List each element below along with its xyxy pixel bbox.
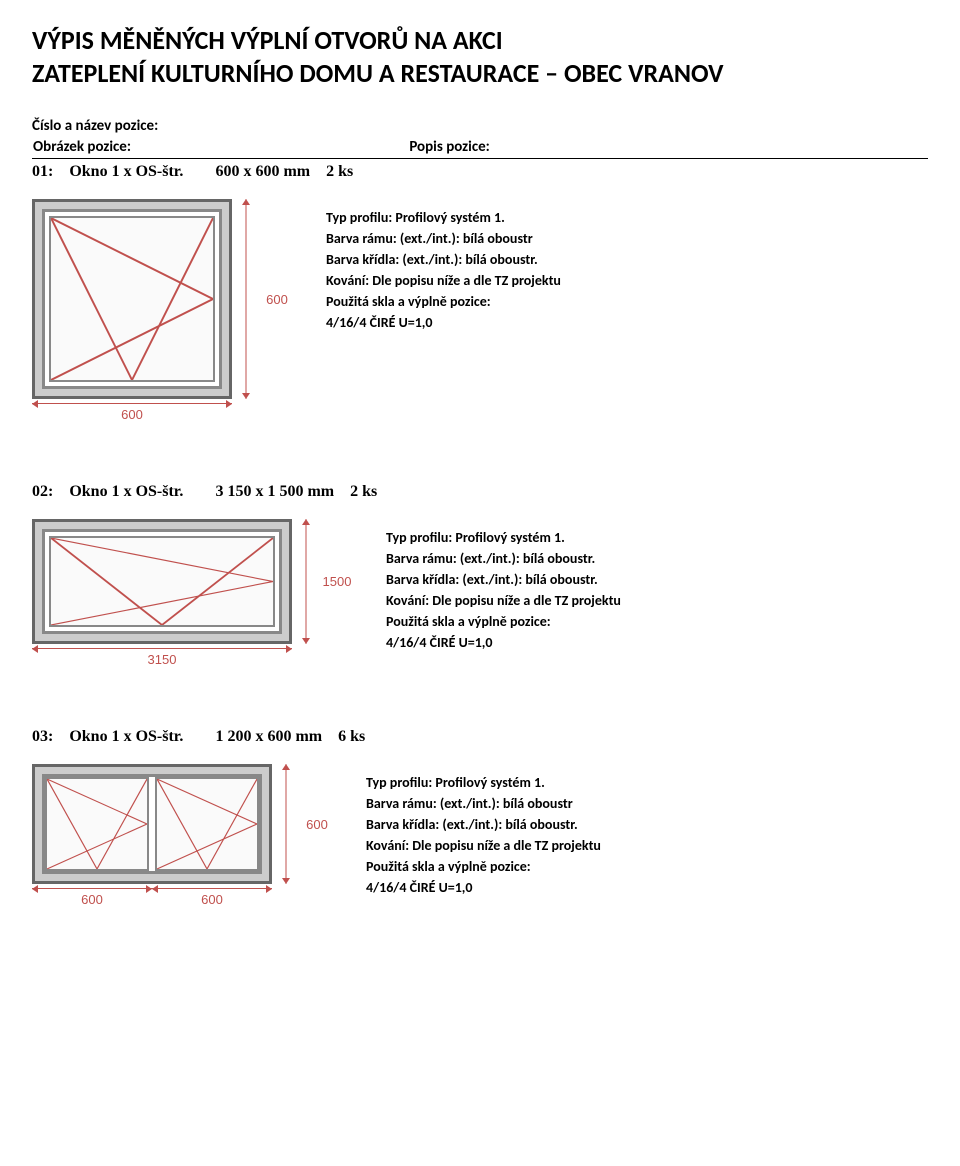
window-frame	[32, 519, 292, 644]
meta-col2: Popis pozice:	[408, 137, 928, 159]
dim-arrow-v	[280, 764, 292, 884]
position-header: 03: Okno 1 x OS-štr. 1 200 x 600 mm 6 ks	[32, 728, 928, 746]
glass-label: Použitá skla a výplně pozice:	[326, 291, 928, 312]
item-block: 03: Okno 1 x OS-štr. 1 200 x 600 mm 6 ks…	[32, 728, 928, 908]
dim-arrow-v	[240, 199, 252, 399]
item-block: 01: Okno 1 x OS-štr. 600 x 600 mm 2 ks60…	[32, 163, 928, 423]
document-title: VÝPIS MĚNĚNÝCH VÝPLNÍ OTVORŮ NA AKCI ZAT…	[32, 24, 928, 89]
frame-color-line: Barva rámu: (ext./int.): bílá oboustr	[366, 793, 928, 814]
hardware-line: Kování: Dle popisu níže a dle TZ projekt…	[326, 270, 928, 291]
frame-color-line: Barva rámu: (ext./int.): bílá oboustr	[326, 228, 928, 249]
title-line-1: VÝPIS MĚNĚNÝCH VÝPLNÍ OTVORŮ NA AKCI	[32, 24, 503, 56]
meta-col1: Obrázek pozice:	[32, 137, 408, 159]
window-drawing: 3150 1500	[32, 519, 354, 668]
position-header: 02: Okno 1 x OS-štr. 3 150 x 1 500 mm 2 …	[32, 483, 928, 501]
position-name: Okno 1 x OS-štr.	[69, 163, 183, 180]
sash-color-line: Barva křídla: (ext./int.): bílá oboustr.	[326, 249, 928, 270]
window-drawing: 600 600	[32, 199, 294, 423]
position-id: 02:	[32, 483, 53, 500]
glass-spec: 4/16/4 ČIRÉ U=1,0	[326, 312, 928, 333]
glass-label: Použitá skla a výplně pozice:	[366, 856, 928, 877]
position-size: 3 150 x 1 500 mm	[215, 483, 334, 500]
frame-color-line: Barva rámu: (ext./int.): bílá oboustr.	[386, 548, 928, 569]
glass-spec: 4/16/4 ČIRÉ U=1,0	[366, 877, 928, 898]
profile-line: Typ profilu: Profilový systém 1.	[366, 772, 928, 793]
dim-height: 600	[266, 292, 288, 307]
position-qty: 6 ks	[338, 728, 365, 745]
dim-arrow-v	[300, 519, 312, 644]
position-size: 1 200 x 600 mm	[215, 728, 322, 745]
position-id: 01:	[32, 163, 53, 180]
sash-color-line: Barva křídla: (ext./int.): bílá oboustr.	[366, 814, 928, 835]
window-drawing: 600600600	[32, 764, 334, 908]
position-id: 03:	[32, 728, 53, 745]
title-line-2: ZATEPLENÍ KULTURNÍHO DOMU A RESTAURACE –…	[32, 57, 723, 89]
position-name: Okno 1 x OS-štr.	[69, 728, 183, 745]
sash-color-line: Barva křídla: (ext./int.): bílá oboustr.	[386, 569, 928, 590]
dim-width: 3150	[32, 648, 292, 668]
glass-label: Použitá skla a výplně pozice:	[386, 611, 928, 632]
hardware-line: Kování: Dle popisu níže a dle TZ projekt…	[386, 590, 928, 611]
description-block: Typ profilu: Profilový systém 1.Barva rá…	[326, 199, 928, 333]
window-frame	[32, 199, 232, 399]
meta-row-1: Číslo a název pozice:	[32, 117, 928, 135]
position-name: Okno 1 x OS-štr.	[69, 483, 183, 500]
item-block: 02: Okno 1 x OS-štr. 3 150 x 1 500 mm 2 …	[32, 483, 928, 668]
meta-table: Obrázek pozice: Popis pozice:	[32, 137, 928, 159]
description-block: Typ profilu: Profilový systém 1.Barva rá…	[366, 764, 928, 898]
profile-line: Typ profilu: Profilový systém 1.	[326, 207, 928, 228]
description-block: Typ profilu: Profilový systém 1.Barva rá…	[386, 519, 928, 653]
profile-line: Typ profilu: Profilový systém 1.	[386, 527, 928, 548]
position-qty: 2 ks	[326, 163, 353, 180]
dim-height: 600	[306, 817, 328, 832]
position-size: 600 x 600 mm	[215, 163, 310, 180]
dim-width: 600	[32, 888, 152, 908]
glass-spec: 4/16/4 ČIRÉ U=1,0	[386, 632, 928, 653]
dim-width: 600	[32, 403, 232, 423]
meta-block: Číslo a název pozice: Obrázek pozice: Po…	[32, 117, 928, 159]
dim-width: 600	[152, 888, 272, 908]
position-qty: 2 ks	[350, 483, 377, 500]
hardware-line: Kování: Dle popisu níže a dle TZ projekt…	[366, 835, 928, 856]
dim-height: 1500	[323, 574, 352, 589]
position-header: 01: Okno 1 x OS-štr. 600 x 600 mm 2 ks	[32, 163, 928, 181]
window-frame	[32, 764, 272, 884]
